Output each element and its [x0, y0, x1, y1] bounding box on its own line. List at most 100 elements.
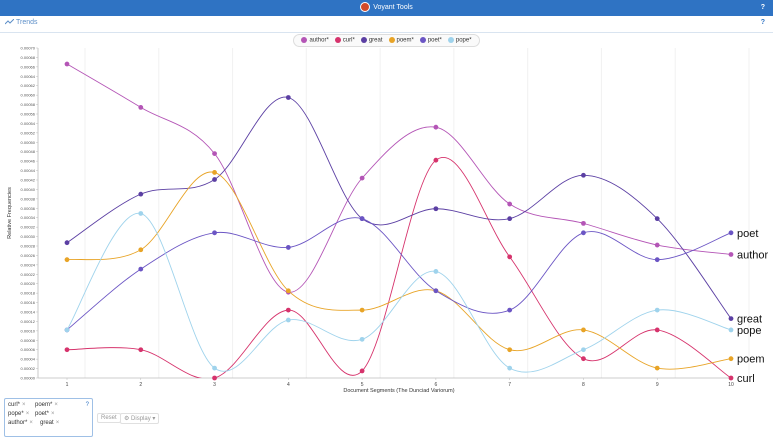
- y-tick-label: 0.00066: [21, 64, 36, 69]
- legend-swatch: [334, 37, 341, 43]
- remove-tag-icon[interactable]: ×: [22, 402, 26, 408]
- legend-label: pope*: [455, 37, 472, 44]
- legend-item[interactable]: author*: [301, 37, 329, 44]
- y-tick-label: 0.00030: [21, 234, 36, 239]
- x-tick-label: 6: [434, 382, 437, 388]
- remove-tag-icon[interactable]: ×: [54, 402, 58, 408]
- series-end-label: great: [737, 314, 762, 326]
- data-point: [212, 365, 217, 371]
- term-tag-label: pope*: [8, 411, 24, 417]
- display-button[interactable]: ⚙ Display ▾: [120, 413, 160, 424]
- term-tag-label: curl*: [8, 402, 21, 408]
- term-tag[interactable]: author* ×: [8, 420, 33, 426]
- y-tick-label: 0.00020: [21, 281, 36, 286]
- data-point: [212, 230, 217, 236]
- term-tag[interactable]: great ×: [40, 420, 59, 426]
- chevron-down-icon: ▾: [150, 416, 156, 422]
- series-line: [66, 171, 732, 370]
- voyant-logo-icon: [360, 2, 371, 13]
- x-axis-label: Document Segments (The Dunciad Variorum): [343, 388, 454, 394]
- trend-chart-icon: [5, 19, 14, 25]
- terms-field[interactable]: curl* × poem* × pope* × poet* × author* × gre…: [4, 398, 93, 437]
- y-tick-label: 0.00024: [21, 262, 36, 267]
- y-tick-label: 0.00014: [21, 310, 36, 315]
- y-tick-label: 0.00012: [21, 319, 36, 324]
- legend-label: poet*: [427, 37, 442, 44]
- data-point: [138, 247, 144, 253]
- terms-help-icon[interactable]: ?: [85, 402, 89, 408]
- y-tick-label: 0.00060: [21, 93, 36, 98]
- series-end-label: curl: [737, 373, 755, 385]
- series-end-label: poet: [737, 228, 758, 240]
- remove-tag-icon[interactable]: ×: [51, 411, 55, 417]
- y-tick-label: 0.00070: [21, 46, 36, 51]
- reset-button[interactable]: Reset: [97, 413, 121, 423]
- legend-item[interactable]: poet*: [419, 37, 442, 44]
- y-tick-label: 0.00016: [21, 300, 36, 305]
- remove-tag-icon[interactable]: ×: [29, 420, 33, 426]
- data-point: [64, 347, 70, 353]
- legend-swatch: [447, 37, 454, 43]
- data-point: [654, 307, 660, 313]
- data-point: [581, 356, 586, 362]
- data-point: [654, 257, 660, 263]
- data-point: [64, 240, 70, 246]
- term-tag-label: great: [40, 420, 54, 426]
- y-axis-label: Relative Frequencies: [7, 187, 13, 239]
- data-point: [285, 317, 291, 323]
- y-tick-label: 0.00064: [21, 74, 36, 79]
- panel-title: Trends: [5, 19, 38, 26]
- remove-tag-icon[interactable]: ×: [25, 411, 30, 417]
- y-tick-label: 0.00040: [21, 187, 36, 192]
- term-tag[interactable]: poem* ×: [35, 402, 58, 408]
- data-point: [654, 242, 660, 248]
- x-tick-label: 3: [213, 382, 216, 388]
- series-line: [66, 217, 732, 331]
- term-tag[interactable]: curl* ×: [8, 402, 26, 408]
- data-point: [285, 95, 291, 100]
- y-tick-label: 0.00028: [21, 244, 36, 249]
- panel-header: Trends ?: [0, 16, 773, 33]
- app-brand: Voyant Tools: [0, 0, 773, 16]
- data-point: [728, 316, 734, 321]
- term-tag-label: poem*: [35, 402, 53, 408]
- series-end-label: pope: [737, 325, 761, 337]
- data-point: [433, 269, 439, 274]
- y-tick-label: 0.00042: [21, 178, 36, 183]
- legend-label: author*: [309, 37, 329, 44]
- y-tick-label: 0.00010: [21, 328, 36, 333]
- data-point: [359, 216, 365, 222]
- help-icon[interactable]: ?: [760, 4, 765, 11]
- y-tick-label: 0.00034: [21, 215, 36, 220]
- data-point: [64, 257, 70, 263]
- data-point: [433, 124, 439, 130]
- data-point: [359, 368, 365, 374]
- y-tick-label: 0.00062: [21, 83, 36, 88]
- data-point: [507, 347, 513, 353]
- series-line: [66, 63, 732, 293]
- panel-help-icon[interactable]: ?: [760, 19, 765, 26]
- legend-item[interactable]: curl*: [334, 37, 355, 44]
- data-point: [728, 327, 734, 333]
- data-point: [212, 170, 217, 175]
- remove-tag-icon[interactable]: ×: [55, 420, 60, 426]
- legend-item[interactable]: poem*: [388, 37, 414, 44]
- data-point: [728, 356, 734, 362]
- y-tick-label: 0.00018: [21, 291, 36, 296]
- y-tick-label: 0.00052: [21, 130, 36, 135]
- x-tick-label: 8: [582, 382, 585, 388]
- y-tick-label: 0.00050: [21, 140, 36, 145]
- gear-icon: ⚙: [124, 416, 132, 422]
- data-point: [581, 220, 586, 226]
- y-tick-label: 0.00048: [21, 149, 36, 154]
- legend-item[interactable]: great: [360, 37, 383, 44]
- term-tag[interactable]: pope* ×: [8, 411, 29, 417]
- series-line: [66, 213, 732, 373]
- term-tag[interactable]: poet* ×: [35, 411, 55, 417]
- data-point: [433, 157, 439, 163]
- y-tick-label: 0.00056: [21, 112, 36, 117]
- x-tick-label: 1: [66, 382, 69, 388]
- legend-item[interactable]: pope*: [447, 37, 472, 44]
- y-tick-label: 0.00008: [21, 338, 36, 343]
